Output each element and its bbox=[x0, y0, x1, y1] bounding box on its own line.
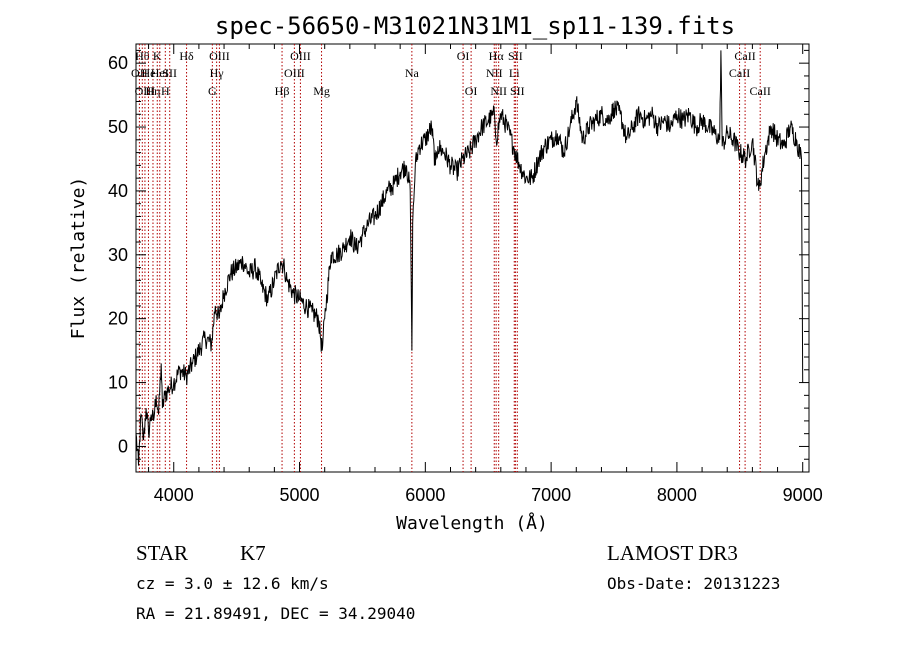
line-marker-label-6: HeI bbox=[151, 66, 169, 80]
line-marker-label-27: CaII bbox=[734, 49, 755, 63]
line-marker-label-4: Hη bbox=[146, 84, 161, 98]
x-tick-label-0: 4000 bbox=[154, 485, 194, 505]
coordinates-text: RA = 21.89491, DEC = 34.29040 bbox=[136, 604, 415, 623]
y-tick-label-6: 60 bbox=[108, 53, 128, 73]
line-marker-label-14: OIII bbox=[284, 66, 305, 80]
line-marker-label-20: NII bbox=[486, 66, 503, 80]
line-marker-label-5: K bbox=[153, 49, 162, 63]
line-marker-label-0: OII bbox=[131, 66, 148, 80]
y-tick-label-5: 50 bbox=[108, 117, 128, 137]
line-marker-label-2: OIII bbox=[135, 84, 156, 98]
line-marker-label-3: He bbox=[141, 66, 155, 80]
x-tick-label-1: 5000 bbox=[280, 485, 320, 505]
line-marker-label-18: OI bbox=[457, 49, 470, 63]
line-marker-label-8: SII bbox=[162, 66, 177, 80]
line-marker-label-15: OIII bbox=[290, 49, 311, 63]
axis-ticks: 4000 5000 6000 7000 8000 9000 0 10 20 30 40 50 60 bbox=[108, 44, 823, 505]
object-class: STAR bbox=[136, 541, 188, 565]
survey-name: LAMOST DR3 bbox=[607, 541, 738, 565]
line-marker-label-12: OIII bbox=[209, 49, 230, 63]
line-marker-label-11: Hγ bbox=[210, 66, 225, 80]
y-axis-label: Flux (relative) bbox=[68, 177, 89, 340]
y-tick-label-3: 30 bbox=[108, 245, 128, 265]
x-tick-label-2: 6000 bbox=[405, 485, 445, 505]
line-marker-label-28: CaII bbox=[750, 84, 771, 98]
line-marker-label-26: CaII bbox=[729, 66, 750, 80]
x-tick-label-3: 7000 bbox=[531, 485, 571, 505]
line-marker-label-9: Hδ bbox=[179, 49, 194, 63]
y-tick-label-0: 0 bbox=[118, 436, 128, 456]
line-marker-label-7: H bbox=[161, 84, 170, 98]
redshift-text: cz = 3.0 ± 12.6 km/s bbox=[136, 574, 329, 593]
line-marker-label-25: SII bbox=[510, 84, 525, 98]
x-axis-label: Wavelength (Å) bbox=[396, 512, 548, 534]
x-tick-label-5: 9000 bbox=[783, 485, 823, 505]
y-tick-label-1: 10 bbox=[108, 373, 128, 393]
obs-date-text: Obs-Date: 20131223 bbox=[607, 574, 780, 593]
line-marker-label-24: SII bbox=[508, 49, 523, 63]
x-tick-label-4: 8000 bbox=[657, 485, 697, 505]
line-marker-label-1: Hθ bbox=[135, 49, 150, 63]
flux-series bbox=[135, 50, 804, 466]
object-subclass: K7 bbox=[240, 541, 266, 565]
y-tick-label-4: 40 bbox=[108, 181, 128, 201]
line-marker-label-22: NII bbox=[490, 84, 507, 98]
line-marker-label-19: OI bbox=[465, 84, 478, 98]
line-marker-label-17: Na bbox=[405, 66, 420, 80]
line-marker-label-16: Mg bbox=[313, 84, 330, 98]
line-marker-label-21: Hα bbox=[489, 49, 505, 63]
line-marker-label-23: Li bbox=[509, 66, 520, 80]
line-marker-label-10: G bbox=[208, 84, 217, 98]
chart-title: spec-56650-M31021N31M1_sp11-139.fits bbox=[215, 12, 735, 40]
line-marker-label-13: Hβ bbox=[275, 84, 290, 98]
plot-frame bbox=[135, 43, 810, 473]
y-tick-label-2: 20 bbox=[108, 309, 128, 329]
series-line-0 bbox=[135, 50, 804, 466]
spectral-line-markers: OIIHθOIIIHeHηKHeIHSIIHδGHγOIIIHβOIIIOIII… bbox=[131, 44, 771, 472]
